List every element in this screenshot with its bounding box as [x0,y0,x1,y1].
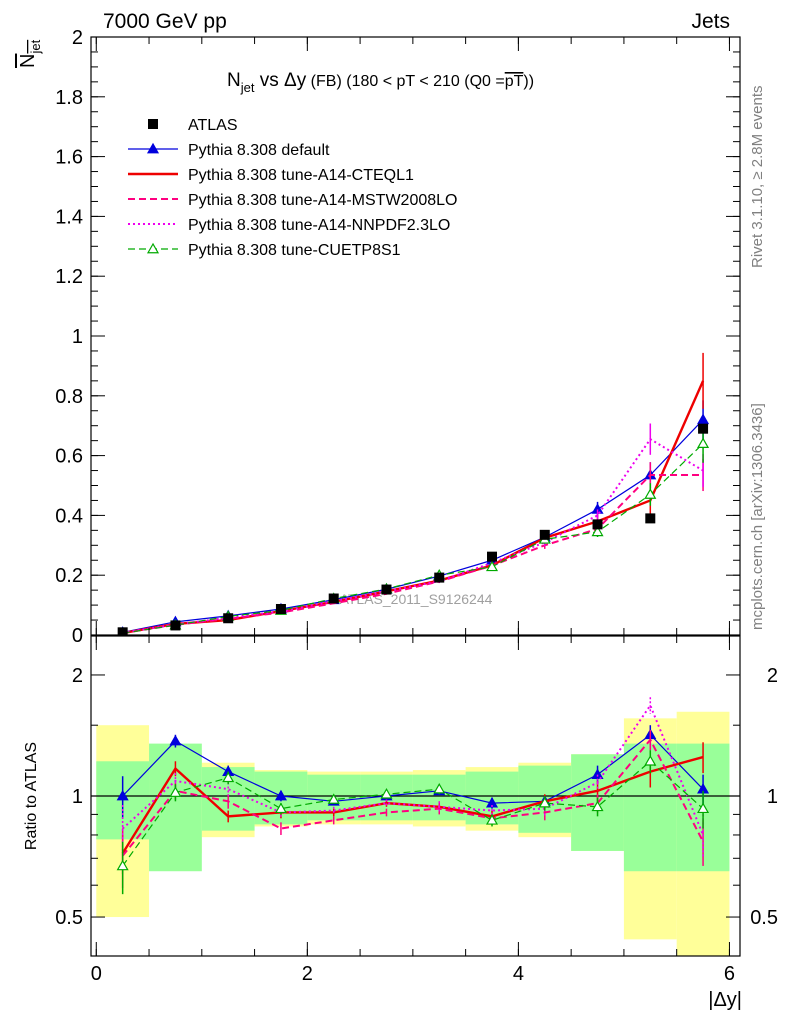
upper-y-tick-label: 0 [72,625,83,647]
series-5-ratio-marker [222,771,235,783]
svg-text:Njet: Njet [17,39,43,68]
legend-atlas-marker [148,119,158,129]
lower-y-axis-label: Ratio to ATLAS [23,742,40,850]
legend: ATLAS Pythia 8.308 default Pythia 8.308 tu… [128,117,457,259]
series-1-upper-line [122,419,704,633]
series-3-upper-line [122,474,704,635]
series-5-ratio-marker [591,800,604,812]
lower-y-tick-label-right: 2 [767,665,778,687]
x-tick-label: 4 [513,963,524,985]
series-5-ratio-marker [697,802,710,814]
x-tick-label: 0 [91,963,102,985]
upper-y-tick-label: 0.6 [55,446,83,468]
series-2-upper-line [122,380,705,635]
lower-y-tick-label-right: 0.5 [750,907,778,929]
series-5-upper-marker [485,560,499,572]
series-5-ratio-marker [538,796,551,808]
lower-y-tick-label-left: 0.5 [55,907,83,929]
series-5-ratio-marker [380,788,393,799]
series-5-upper-line [122,443,704,634]
atlas-data-point [170,620,181,631]
series-1-upper-marker [697,413,710,425]
x-tick-label: 2 [302,963,313,985]
series-5-ratio-marker [327,793,340,804]
series-5-ratio-marker [485,814,499,825]
legend-label-4: Pythia 8.308 tune-A14-NNPDF2.3LO [188,217,450,234]
legend-label-3: Pythia 8.308 tune-A14-MSTW2008LO [188,192,457,209]
x-tick-label: 6 [724,963,735,985]
upper-y-tick-label: 1 [72,326,83,348]
upper-y-tick-label: 1.6 [55,147,83,169]
upper-y-tick-label: 0.8 [55,386,83,408]
series-1-ratio-marker [274,789,287,801]
legend-marker-1 [146,142,160,154]
lower-y-tick-label-left: 1 [72,786,83,808]
atlas-data-point [539,529,550,540]
x-axis-label: |Δy| [708,989,742,1011]
legend-label-2: Pythia 8.308 tune-A14-CTEQL1 [188,167,414,184]
upper-y-axis-label: Njet [17,39,43,68]
mcplots-reference-label: mcplots.cern.ch [arXiv:1306.3436] [749,403,766,630]
series-5-ratio-marker [169,786,182,797]
lower-y-tick-label-left: 2 [72,665,83,687]
series-5-upper-marker [697,437,710,448]
upper-y-tick-label: 1.8 [55,87,83,109]
series-2-ratio-line [121,755,704,854]
atlas-data-point [698,423,709,434]
series-3-ratio-line [121,737,704,857]
atlas-data-point [381,584,392,595]
series-5-upper-marker [644,488,657,499]
upper-series-layer [117,352,710,635]
series-5-ratio-marker [644,755,657,766]
legend-label-5: Pythia 8.308 tune-CUETP8S1 [188,242,401,259]
series-5-ratio-marker [116,859,129,871]
series-4-ratio-line [121,703,704,836]
series-5-ratio-marker [433,782,446,794]
atlas-data-point [434,572,445,583]
plot-title: Njet vs Δy (FB) (180 < pT < 210 (Q0 =pT)… [227,70,534,95]
legend-label-0: ATLAS [188,117,238,134]
upper-y-tick-label: 2 [72,27,83,49]
header-process-label: Jets [691,10,730,33]
atlas-data-point [328,593,339,604]
axes-ticks: 0 0.2 0.4 0.6 0.8 1 1.2 1.4 1.6 1.8 2 0.5 0.5 1 1 2 2 0 2 4… [55,27,778,985]
lower-series-layer [116,697,710,895]
series-5-ratio-marker [274,802,287,814]
atlas-data-point [223,613,234,624]
series-5-ratio-line [122,760,704,867]
atlas-data-point [275,603,286,614]
lower-y-tick-label-right: 1 [767,786,778,808]
series-5-upper-marker [591,525,604,537]
atlas-data-point [645,513,656,524]
upper-y-tick-label: 0.4 [55,505,83,527]
atlas-data-point [117,627,128,635]
legend-marker-5 [146,242,160,254]
upper-y-tick-label: 1.4 [55,206,83,228]
atlas-data-point [592,519,603,530]
atlas-data-point [487,551,498,562]
rivet-version-label: Rivet 3.1.10, ≥ 2.8M events [749,86,766,269]
series-1-ratio-marker [169,734,182,746]
legend-label-1: Pythia 8.308 default [188,142,330,159]
series-1-ratio-line [122,733,704,804]
header-energy-label: 7000 GeV pp [103,10,227,33]
upper-y-tick-label: 1.2 [55,266,83,288]
series-1-ratio-marker [591,768,604,780]
upper-y-tick-label: 0.2 [55,565,83,587]
series-1-ratio-marker [116,789,129,801]
